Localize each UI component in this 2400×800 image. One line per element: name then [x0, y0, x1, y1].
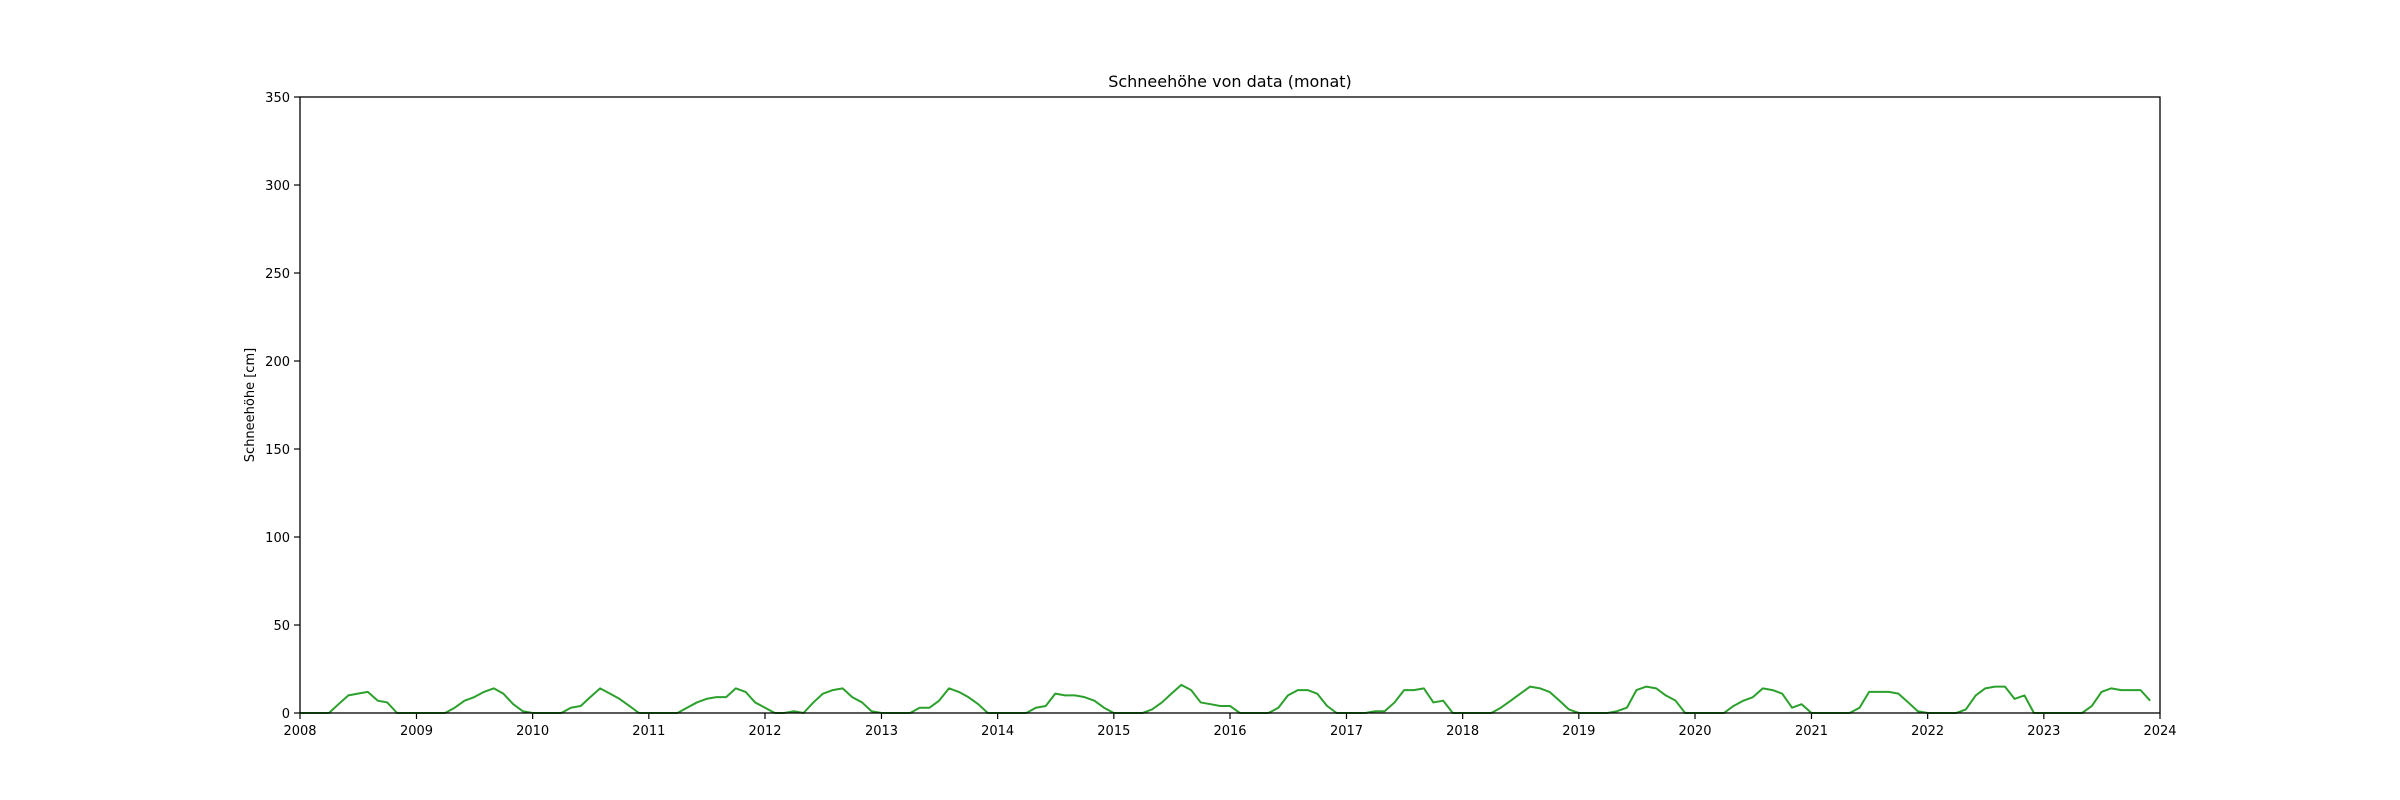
x-tick-label: 2018	[1446, 724, 1479, 739]
y-tick-label: 350	[265, 91, 290, 106]
x-tick-label: 2015	[1097, 724, 1130, 739]
x-tick-label: 2020	[1678, 724, 1711, 739]
x-tick-label: 2008	[283, 724, 316, 739]
x-tick-label: 2012	[748, 724, 781, 739]
x-tick-label: 2017	[1330, 724, 1363, 739]
y-axis-label: Schneehöhe [cm]	[243, 348, 258, 462]
x-tick-label: 2014	[981, 724, 1014, 739]
y-tick-label: 50	[273, 619, 290, 634]
y-tick-label: 200	[265, 355, 290, 370]
x-tick-label: 2011	[632, 724, 665, 739]
y-tick-label: 250	[265, 267, 290, 282]
x-tick-label: 2022	[1911, 724, 1944, 739]
x-axis: 2008 2009 2010 2011 2012 2013 2014 2015 2016 2017…	[283, 713, 2177, 739]
x-tick-label: 2013	[865, 724, 898, 739]
x-tick-label: 2023	[2027, 724, 2060, 739]
y-tick-label: 150	[265, 443, 290, 458]
x-tick-label: 2024	[2143, 724, 2176, 739]
y-axis: 0 50 100 150 200 250 300 350	[265, 91, 300, 722]
plot-frame	[299, 96, 2161, 714]
x-tick-label: 2016	[1213, 724, 1246, 739]
x-tick-label: 2010	[516, 724, 549, 739]
series-line	[300, 683, 2151, 714]
x-tick-label: 2019	[1562, 724, 1595, 739]
y-tick-label: 100	[265, 531, 290, 546]
series-layer	[300, 683, 2151, 714]
x-tick-label: 2009	[400, 724, 433, 739]
y-tick-label: 0	[282, 707, 290, 722]
x-tick-label: 2021	[1795, 724, 1828, 739]
chart-title: Schneehöhe von data (monat)	[1108, 72, 1352, 91]
y-tick-label: 300	[265, 179, 290, 194]
